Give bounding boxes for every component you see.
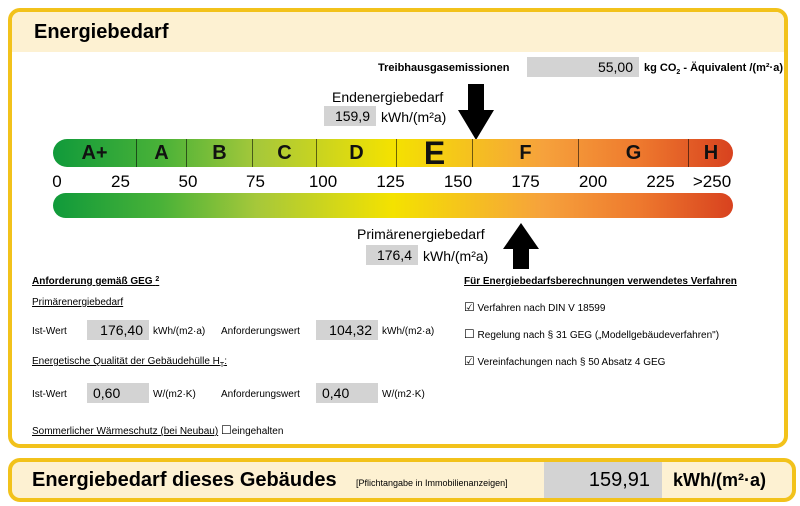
- energy-class-f: F: [473, 139, 579, 167]
- arrow-up-icon: [503, 223, 539, 269]
- verfahren-item[interactable]: ☑ Verfahren nach DIN V 18599: [464, 300, 605, 314]
- huelle-heading-text: Energetische Qualität der Gebäudehülle H: [32, 356, 220, 367]
- primaerenergie-value: 176,4: [366, 245, 418, 265]
- checkbox-empty-icon[interactable]: ☐: [220, 423, 232, 437]
- energy-scale-classes: A+ A B C D E F G H: [53, 139, 733, 167]
- scale-tick: 50: [178, 172, 198, 191]
- footer-unit: kWh/(m²·a): [673, 470, 766, 490]
- endenergie-value: 159,9: [324, 106, 376, 126]
- ist-value: 176,40: [87, 320, 149, 340]
- endenergie-label: Endenergiebedarf: [332, 89, 444, 105]
- scale-tick: 125: [376, 172, 405, 191]
- scale-tick: 150: [443, 172, 473, 191]
- footer-note: [Pflichtangabe in Immobilienanzeigen]: [356, 478, 508, 488]
- scale-tick: 225: [646, 172, 675, 191]
- energy-class-b: B: [187, 139, 253, 167]
- energy-class-g: G: [579, 139, 689, 167]
- scale-tick: 175: [511, 172, 540, 191]
- ist-unit: kWh/(m2·a): [153, 326, 206, 337]
- energy-class-a: A: [137, 139, 187, 167]
- anforderungswert2-label: Anforderungswert: [221, 389, 300, 400]
- emissions-label: Treibhausgasemissionen: [378, 62, 510, 74]
- energy-class-c: C: [253, 139, 317, 167]
- endenergie-unit: kWh/(m²a): [381, 109, 447, 125]
- scale-tick: 200: [578, 172, 608, 191]
- verfahren-item-label: Regelung nach § 31 GEG („Modellgebäudeve…: [477, 330, 720, 341]
- ist2-label: Ist-Wert: [32, 389, 67, 400]
- checkbox-checked-icon[interactable]: ☑: [464, 354, 475, 368]
- huelle-heading-sub: T: [219, 362, 225, 369]
- page-title: Energiebedarf: [34, 21, 169, 43]
- sommer-row: Sommerlicher Wärmeschutz (bei Neubau) ☐e…: [32, 423, 283, 437]
- arrow-down-icon: [458, 84, 494, 140]
- checkbox-checked-icon[interactable]: ☑: [464, 300, 475, 314]
- scale-tick: 0: [52, 172, 62, 191]
- scale-tick: 25: [111, 172, 130, 191]
- primaer-heading: Primärenergiebedarf: [32, 297, 124, 308]
- verfahren-item[interactable]: ☑ Vereinfachungen nach § 50 Absatz 4 GEG: [464, 354, 665, 368]
- emissions-unit-rest: - Äquivalent /(m²·a): [680, 62, 783, 74]
- emissions-unit-sub: 2: [676, 69, 681, 77]
- verfahren-item-label: Verfahren nach DIN V 18599: [477, 303, 606, 314]
- primaerenergie-unit: kWh/(m²a): [423, 248, 489, 264]
- verfahren-item[interactable]: ☐ Regelung nach § 31 GEG („Modellgebäude…: [464, 327, 719, 341]
- sommer-label: Sommerlicher Wärmeschutz (bei Neubau): [32, 426, 219, 437]
- huelle-heading: Energetische Qualität der Gebäudehülle H…: [32, 356, 227, 369]
- ist-label: Ist-Wert: [32, 326, 67, 337]
- energy-class-e: E: [397, 139, 473, 167]
- energy-class-a-plus: A+: [53, 139, 137, 167]
- footer-title: Energiebedarf dieses Gebäudes: [32, 469, 337, 491]
- anforderungswert-value: 104,32: [316, 320, 378, 340]
- anforderung-heading: Anforderung gemäß GEG 2: [32, 276, 159, 287]
- panel-header: Energiebedarf: [12, 12, 784, 52]
- scale-tick: >250: [692, 172, 732, 191]
- energy-class-d: D: [317, 139, 397, 167]
- energy-certificate-panel: Energiebedarf Treibhausgasemissionen 55,…: [8, 8, 788, 448]
- verfahren-item-label: Vereinfachungen nach § 50 Absatz 4 GEG: [477, 357, 666, 368]
- verfahren-heading: Für Energiebedarfsberechnungen verwendet…: [464, 276, 737, 287]
- emissions-value: 55,00: [527, 57, 639, 77]
- footer-value: 159,91: [544, 462, 662, 498]
- sommer-check-label: eingehalten: [231, 426, 284, 437]
- huelle-heading-colon: :: [224, 356, 227, 367]
- scale-tick: 75: [246, 172, 265, 191]
- scale-tick: 100: [308, 172, 338, 191]
- ist2-value: 0,60: [87, 383, 149, 403]
- primaerenergie-label: Primärenergiebedarf: [357, 226, 485, 242]
- energy-scale-gradient: [53, 193, 733, 218]
- emissions-unit-main: kg CO: [644, 62, 677, 74]
- emissions-unit: kg CO2 - Äquivalent /(m²·a): [644, 62, 783, 76]
- ist2-unit: W/(m2·K): [153, 389, 196, 400]
- energy-class-h: H: [703, 142, 719, 164]
- anforderungswert2-value: 0,40: [316, 383, 378, 403]
- anforderungswert2-unit: W/(m2·K): [382, 389, 425, 400]
- footer-panel: Energiebedarf dieses Gebäudes [Pflichtan…: [8, 458, 796, 502]
- anforderung-heading-text: Anforderung gemäß GEG: [32, 276, 153, 287]
- anforderung-heading-sup: 2: [155, 276, 160, 283]
- anforderungswert-unit: kWh/(m2·a): [382, 326, 435, 337]
- anforderungswert-label: Anforderungswert: [221, 326, 300, 337]
- checkbox-empty-icon[interactable]: ☐: [464, 327, 475, 341]
